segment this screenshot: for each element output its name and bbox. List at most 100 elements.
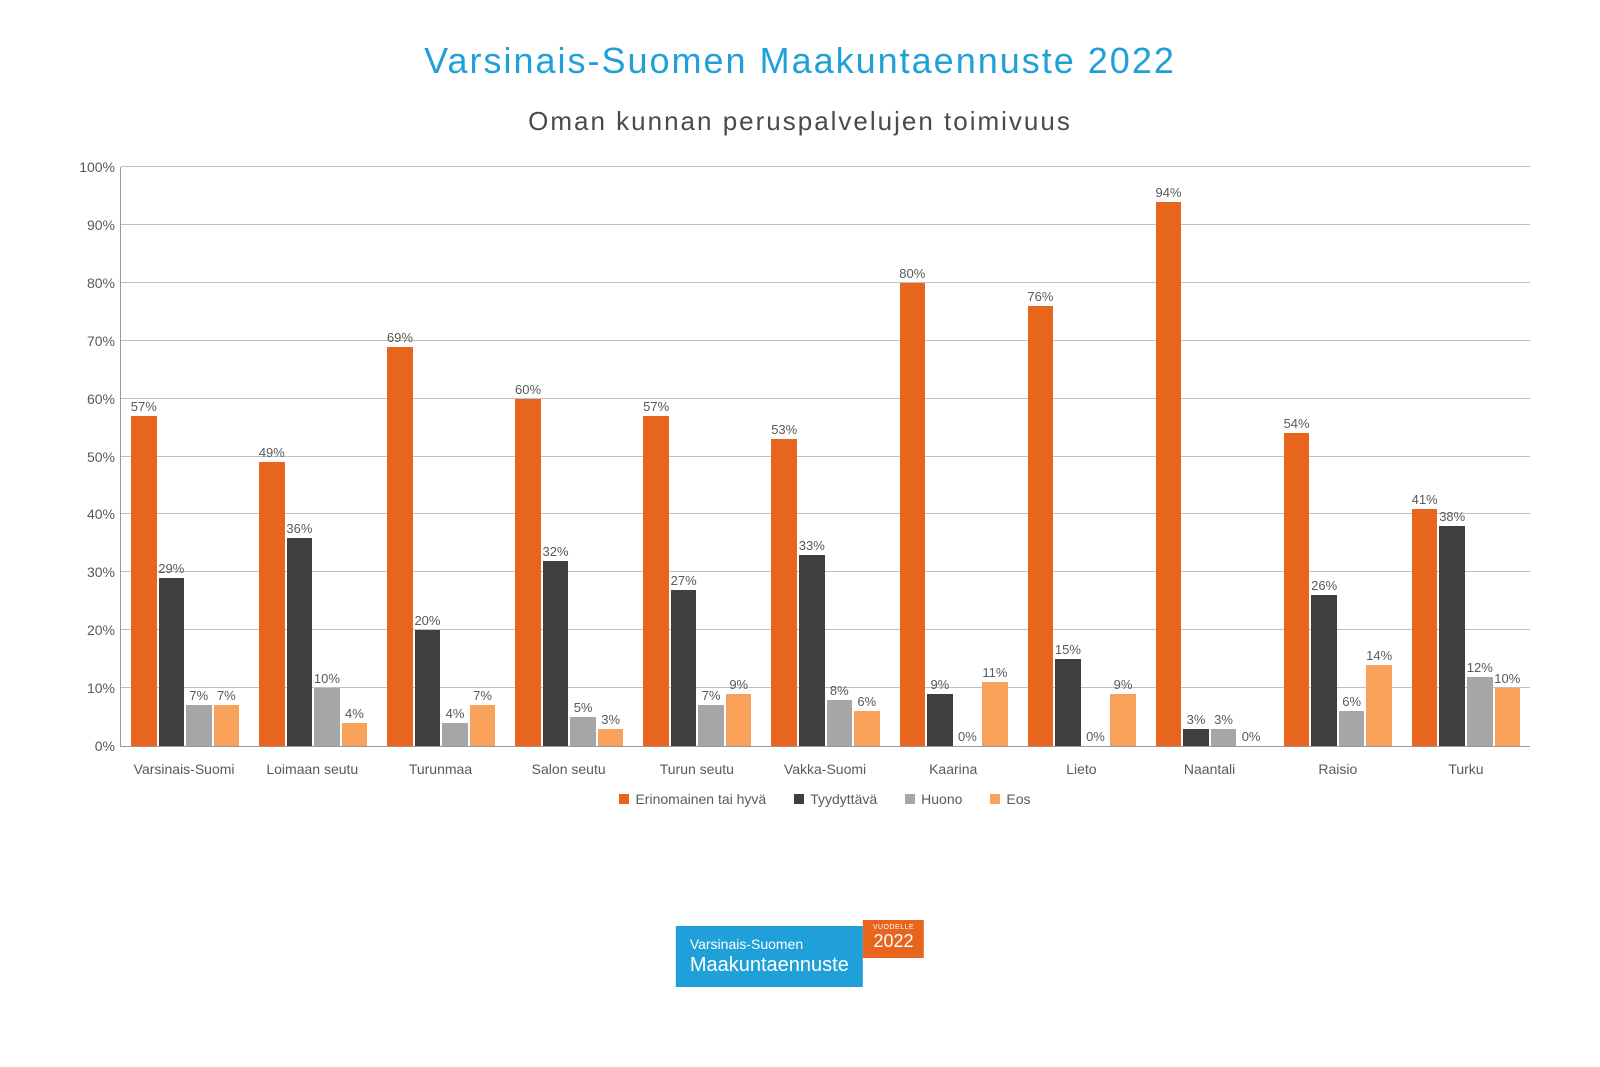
logo-badge-year: 2022: [873, 932, 914, 952]
page-title: Varsinais-Suomen Maakuntaennuste 2022: [60, 40, 1540, 82]
bar-value-label: 69%: [387, 330, 413, 345]
bar-group: 76% 15% 0% 9%: [1018, 167, 1146, 746]
bar-chart: 0%10%20%30%40%50%60%70%80%90%100%57%29%7…: [70, 167, 1530, 807]
y-tick-label: 90%: [87, 217, 121, 233]
x-category-label: Kaarina: [889, 761, 1017, 777]
bar: 60%: [515, 399, 541, 746]
bar-group: 41%38%12%10%: [1402, 167, 1530, 746]
bar: 11%: [982, 682, 1008, 746]
legend-item: Huono: [905, 791, 962, 807]
y-tick-label: 60%: [87, 391, 121, 407]
bar-value-label: 8%: [830, 683, 849, 698]
bar: 36%: [287, 538, 313, 746]
bar: 27%: [671, 590, 697, 746]
legend-item: Eos: [990, 791, 1030, 807]
bar-value-label: 10%: [1494, 671, 1520, 686]
bar-value-label: 29%: [158, 561, 184, 576]
x-category-label: Loimaan seutu: [248, 761, 376, 777]
legend-swatch: [794, 794, 804, 804]
bar: 41%: [1412, 509, 1438, 746]
bar: 57%: [131, 416, 157, 746]
bar: 7%: [470, 705, 496, 746]
bar-value-label: 3%: [1214, 712, 1233, 727]
bar-value-label: 57%: [643, 399, 669, 414]
bar-value-label: 9%: [1114, 677, 1133, 692]
bar-value-label: 41%: [1412, 492, 1438, 507]
bar: 53%: [771, 439, 797, 746]
y-tick-label: 10%: [87, 680, 121, 696]
bar: 5%: [570, 717, 596, 746]
bar-value-label: 11%: [982, 665, 1007, 680]
bar: 14%: [1366, 665, 1392, 746]
bar-value-label: 76%: [1027, 289, 1053, 304]
bar-value-label: 32%: [543, 544, 569, 559]
bar: 9%: [726, 694, 752, 746]
bar: 20%: [415, 630, 441, 746]
bar: 15%: [1055, 659, 1081, 746]
bar: 12%: [1467, 677, 1493, 746]
bar: 3%: [1211, 729, 1237, 746]
bar-value-label: 33%: [799, 538, 825, 553]
legend-swatch: [619, 794, 629, 804]
bar: 7%: [214, 705, 240, 746]
bar: 57%: [643, 416, 669, 746]
bar-value-label: 0%: [1086, 729, 1105, 744]
bar: 33%: [799, 555, 825, 746]
bar: 4%: [442, 723, 468, 746]
bar-value-label: 54%: [1284, 416, 1310, 431]
bar-value-label: 3%: [601, 712, 620, 727]
logo-badge: Varsinais-Suomen Maakuntaennuste VUODELL…: [676, 926, 924, 987]
bar-value-label: 57%: [131, 399, 157, 414]
bar: 94%: [1156, 202, 1182, 746]
y-tick-label: 100%: [79, 159, 121, 175]
bar-value-label: 4%: [345, 706, 364, 721]
x-category-label: Turunmaa: [376, 761, 504, 777]
y-tick-label: 20%: [87, 622, 121, 638]
bar: 6%: [854, 711, 880, 746]
bar-value-label: 3%: [1187, 712, 1206, 727]
y-tick-label: 40%: [87, 506, 121, 522]
x-category-label: Turun seutu: [633, 761, 761, 777]
y-tick-label: 0%: [95, 738, 121, 754]
bar-group: 94%3%3%0%: [1146, 167, 1274, 746]
x-category-label: Lieto: [1017, 761, 1145, 777]
legend-swatch: [905, 794, 915, 804]
legend-label: Tyydyttävä: [810, 791, 877, 807]
bar: 6%: [1339, 711, 1365, 746]
bar-group: 53%33%8%6%: [761, 167, 889, 746]
bar-value-label: 94%: [1155, 185, 1181, 200]
bar-group: 57%27%7%9%: [633, 167, 761, 746]
bar: 3%: [1183, 729, 1209, 746]
legend-swatch: [990, 794, 1000, 804]
page-subtitle: Oman kunnan peruspalvelujen toimivuus: [60, 106, 1540, 137]
bar-value-label: 38%: [1439, 509, 1465, 524]
bar-value-label: 15%: [1055, 642, 1081, 657]
bar-value-label: 10%: [314, 671, 340, 686]
bar-value-label: 26%: [1311, 578, 1337, 593]
bar-value-label: 6%: [1342, 694, 1361, 709]
bar: 10%: [1495, 688, 1521, 746]
x-category-label: Naantali: [1146, 761, 1274, 777]
bar: 7%: [186, 705, 212, 746]
bar-value-label: 49%: [259, 445, 285, 460]
bar-value-label: 0%: [1242, 729, 1261, 744]
bar: 4%: [342, 723, 368, 746]
bar-value-label: 7%: [217, 688, 236, 703]
bar: 29%: [159, 578, 185, 746]
x-category-label: Raisio: [1274, 761, 1402, 777]
y-tick-label: 80%: [87, 275, 121, 291]
bar: 38%: [1439, 526, 1465, 746]
bar-value-label: 36%: [286, 521, 312, 536]
bar-value-label: 27%: [671, 573, 697, 588]
bar-value-label: 53%: [771, 422, 797, 437]
legend-item: Tyydyttävä: [794, 791, 877, 807]
x-category-label: Vakka-Suomi: [761, 761, 889, 777]
bar-group: 57%29%7%7%: [121, 167, 249, 746]
bar: 10%: [314, 688, 340, 746]
bar: 9%: [927, 694, 953, 746]
bar-value-label: 9%: [729, 677, 748, 692]
bar-value-label: 14%: [1366, 648, 1392, 663]
bar: 7%: [698, 705, 724, 746]
bar-value-label: 6%: [857, 694, 876, 709]
bar: 9%: [1110, 694, 1136, 746]
